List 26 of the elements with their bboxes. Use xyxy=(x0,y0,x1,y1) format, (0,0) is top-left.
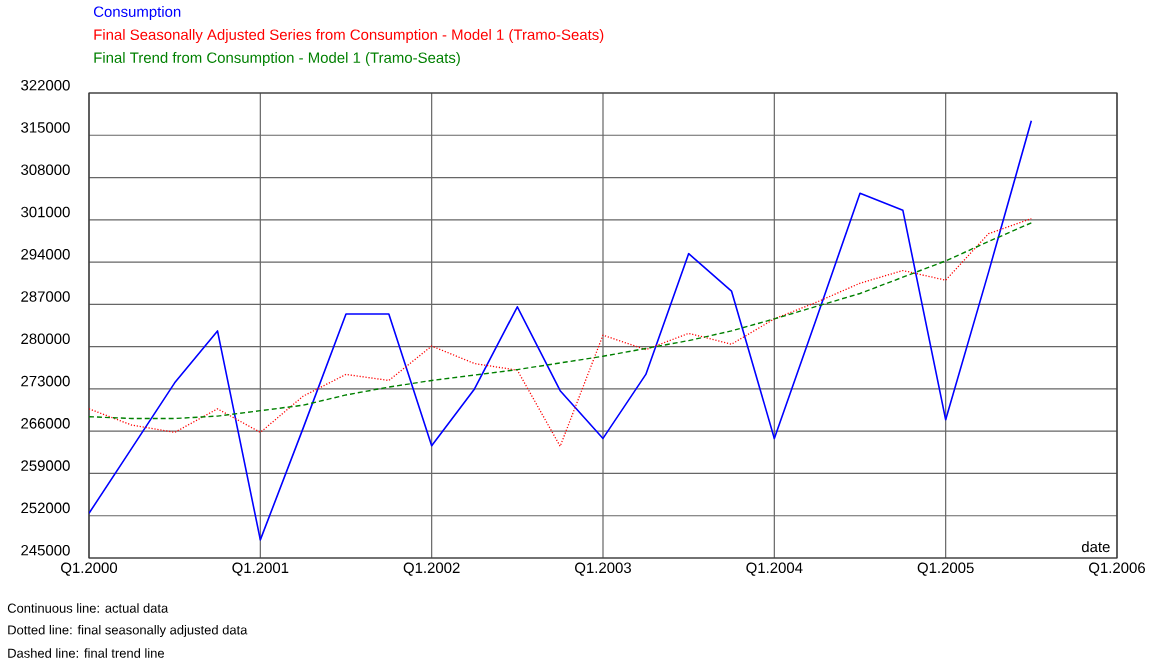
y-tick-label: 252000 xyxy=(21,502,70,514)
text: Consumption xyxy=(93,6,181,20)
x-tick-label: Q1.2006 xyxy=(1089,562,1145,576)
x-tick-label: Q1.2000 xyxy=(61,562,118,576)
x-tick-label: Q1.2004 xyxy=(746,562,803,576)
y-tick-label: 315000 xyxy=(21,122,70,133)
text: Final Seasonally Adjusted Series from Consumption - Model 1 (Tramo-Seats) xyxy=(94,29,604,43)
x-tick-label: Q1.2005 xyxy=(917,562,974,576)
y-tick-label: 301000 xyxy=(21,206,70,218)
y-tick-label: 280000 xyxy=(21,333,70,345)
text: Dashed line: final trend line xyxy=(8,648,165,658)
text: Dotted line: final seasonally adjusted data xyxy=(8,624,248,638)
y-tick-label: 245000 xyxy=(21,544,70,556)
y-tick-label: 266000 xyxy=(21,418,70,429)
x-tick-label: Q1.2002 xyxy=(403,562,460,576)
text: Final Trend from Consumption - Model 1 (Tramo-Seats) xyxy=(94,52,460,66)
y-tick-label: 308000 xyxy=(21,164,70,176)
y-tick-label: 273000 xyxy=(21,375,70,387)
text: Continuous line: actual data xyxy=(7,603,169,613)
x-tick-label: Q1.2003 xyxy=(575,562,631,576)
y-tick-label: 287000 xyxy=(21,291,70,302)
y-tick-label: 294000 xyxy=(21,248,70,260)
x-axis-title: date xyxy=(1081,541,1110,553)
x-tick-label: Q1.2001 xyxy=(232,562,289,576)
y-tick-label: 259000 xyxy=(21,460,70,471)
y-tick-label: 322000 xyxy=(21,79,70,91)
